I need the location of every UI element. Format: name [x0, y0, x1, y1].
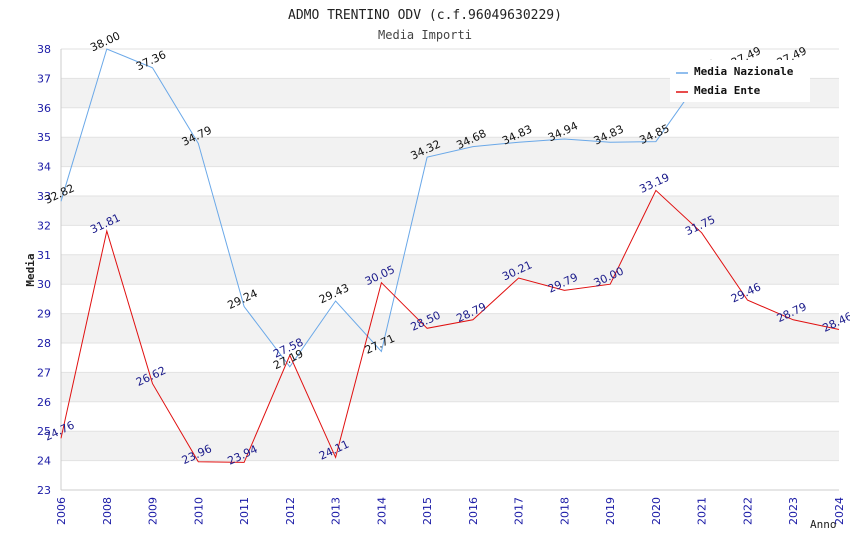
legend-label-media-ente: Media Ente [694, 84, 761, 97]
chart-title: ADMO TRENTINO ODV (c.f.96049630229) [288, 8, 562, 23]
plot-band [61, 431, 839, 461]
y-tick-label: 23 [37, 484, 51, 497]
x-tick-label: 2015 [421, 497, 434, 525]
y-tick-label: 35 [37, 131, 51, 144]
y-tick-labels: 23 24 25 26 27 28 29 30 31 32 33 34 35 36 37 38 [37, 43, 51, 497]
data-label: 29.24 [226, 287, 260, 312]
y-tick-label: 26 [37, 396, 51, 409]
x-tick-label: 2014 [375, 497, 388, 525]
y-tick-label: 36 [37, 102, 51, 115]
y-tick-label: 28 [37, 337, 51, 350]
plot-band [61, 254, 839, 285]
x-tick-label: 2009 [147, 497, 160, 525]
data-label: 33.19 [637, 171, 671, 196]
x-tick-label: 2006 [55, 497, 68, 525]
x-tick-label: 2021 [696, 497, 709, 525]
y-tick-label: 25 [37, 425, 51, 438]
plot-bands [61, 78, 839, 461]
y-tick-label: 34 [37, 161, 51, 174]
x-tick-label: 2022 [741, 497, 754, 525]
x-tick-label: 2010 [192, 497, 205, 525]
y-tick-label: 31 [37, 249, 51, 262]
series-line-media-ente [60, 189, 840, 463]
plot-band [61, 196, 839, 226]
y-tick-label: 30 [37, 278, 51, 291]
x-tick-label: 2024 [833, 497, 846, 525]
x-tick-label: 2011 [238, 497, 251, 525]
y-tick-label: 33 [37, 190, 51, 203]
x-tick-label: 2018 [558, 497, 571, 525]
x-tick-label: 2016 [467, 497, 480, 525]
x-tick-label: 2012 [284, 497, 297, 525]
y-tick-label: 29 [37, 308, 51, 321]
legend: Media Nazionale Media Ente [670, 60, 810, 102]
y-tick-label: 37 [37, 72, 51, 85]
legend-label-media-nazionale: Media Nazionale [694, 65, 794, 78]
y-tick-label: 32 [37, 219, 51, 232]
axes [60, 49, 839, 491]
x-tick-label: 2008 [101, 497, 114, 525]
x-tick-label: 2023 [787, 497, 800, 525]
x-tick-label: 2017 [513, 497, 526, 525]
gridlines [61, 48, 839, 491]
x-tick-label: 2019 [604, 497, 617, 525]
y-axis-label: Media [24, 253, 37, 286]
x-tick-labels: 2006 2008 2009 2010 2011 2012 2013 2014 2015 2016… [55, 497, 846, 525]
y-tick-label: 27 [37, 366, 51, 379]
chart-subtitle: Media Importi [378, 28, 472, 42]
y-tick-label: 38 [37, 43, 51, 56]
data-label: 37.36 [134, 48, 168, 73]
series-lines [60, 48, 840, 463]
x-tick-label: 2020 [650, 497, 663, 525]
x-axis-label: Anno [810, 518, 837, 531]
series-line-media-nazionale [60, 48, 794, 368]
data-label: 38.00 [88, 29, 122, 54]
legend-box [670, 60, 810, 102]
plot-band [61, 372, 839, 402]
plot-band [61, 313, 839, 343]
y-tick-label: 24 [37, 455, 51, 468]
x-tick-label: 2013 [330, 497, 343, 525]
